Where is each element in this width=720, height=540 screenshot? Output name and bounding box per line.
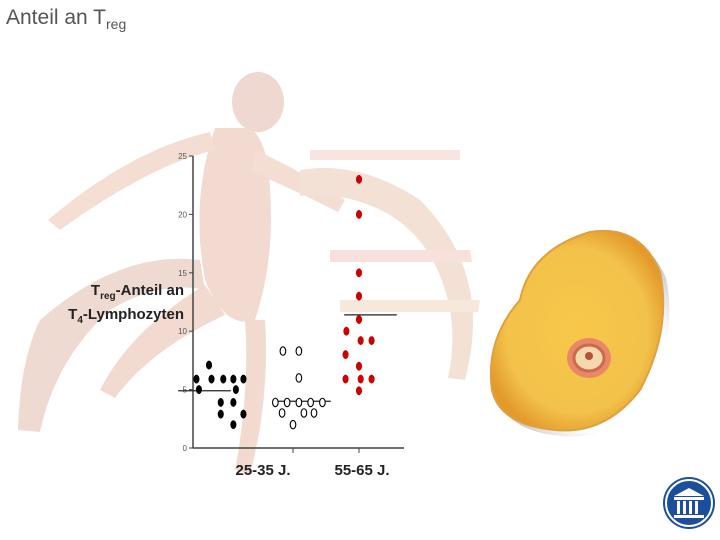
data-point <box>355 361 363 371</box>
data-point <box>368 374 375 384</box>
chart-means <box>178 314 397 402</box>
y-axis-label-4: 4 <box>77 315 83 326</box>
data-point <box>289 419 297 430</box>
chart-points <box>193 174 375 430</box>
data-point <box>357 336 364 345</box>
y-axis-label-t2: T <box>68 306 78 323</box>
data-point <box>205 360 213 370</box>
data-point <box>232 385 239 395</box>
y-axis-label-t: T <box>90 282 101 299</box>
data-point <box>283 397 291 408</box>
y-tick-label: 10 <box>178 327 187 336</box>
slide-title: Anteil an Treg <box>6 6 126 32</box>
university-building-logo-icon <box>663 477 715 529</box>
data-point <box>368 336 375 345</box>
data-point <box>342 350 349 360</box>
data-point <box>230 420 237 430</box>
slide-title-main: Anteil an T <box>6 6 107 29</box>
data-point <box>220 374 227 384</box>
data-point <box>355 315 363 324</box>
data-point <box>279 346 287 356</box>
data-point <box>295 346 303 356</box>
slide-title-subscript: reg <box>106 16 127 32</box>
data-point <box>310 408 318 418</box>
data-point <box>272 397 279 408</box>
data-point <box>193 374 200 384</box>
y-tick-label: 15 <box>178 269 187 278</box>
data-point <box>342 374 349 384</box>
y-tick-label: 20 <box>178 210 187 219</box>
data-point <box>357 374 364 384</box>
data-point <box>230 374 237 384</box>
y-axis-label-reg: reg <box>100 291 116 302</box>
data-point <box>230 397 237 407</box>
x-tick-label-25-35: 25-35 J. <box>235 462 291 479</box>
x-tick-label-55-65: 55-65 J. <box>334 462 390 479</box>
y-tick-label: 25 <box>178 152 187 161</box>
y-axis-label: Treg-Anteil an T4-Lymphozyten <box>68 282 184 330</box>
data-point <box>217 409 224 419</box>
data-point <box>278 408 286 418</box>
data-point <box>319 397 326 408</box>
data-point <box>355 291 363 301</box>
data-point <box>295 373 303 383</box>
data-point <box>355 209 363 219</box>
data-point <box>208 374 215 384</box>
data-point <box>240 374 247 384</box>
data-point <box>217 397 224 407</box>
y-axis-label-anteil: -Anteil an <box>115 282 184 299</box>
data-point <box>355 174 363 184</box>
y-axis-label-line-2: T4-Lymphozyten <box>68 306 184 330</box>
data-point <box>195 385 202 395</box>
data-point <box>343 326 350 336</box>
data-point <box>355 268 363 278</box>
y-axis-label-lymph: -Lymphozyten <box>82 306 184 323</box>
y-tick-label: 0 <box>183 444 188 453</box>
chart-axes: 0 5 10 15 20 25 <box>178 152 404 453</box>
y-axis-label-line-1: Treg-Anteil an <box>68 282 184 306</box>
y-tick-label: 5 <box>183 386 188 395</box>
data-point <box>307 397 314 408</box>
data-point <box>355 386 363 396</box>
data-point <box>240 409 247 419</box>
data-point <box>300 408 308 418</box>
data-point <box>295 397 303 408</box>
